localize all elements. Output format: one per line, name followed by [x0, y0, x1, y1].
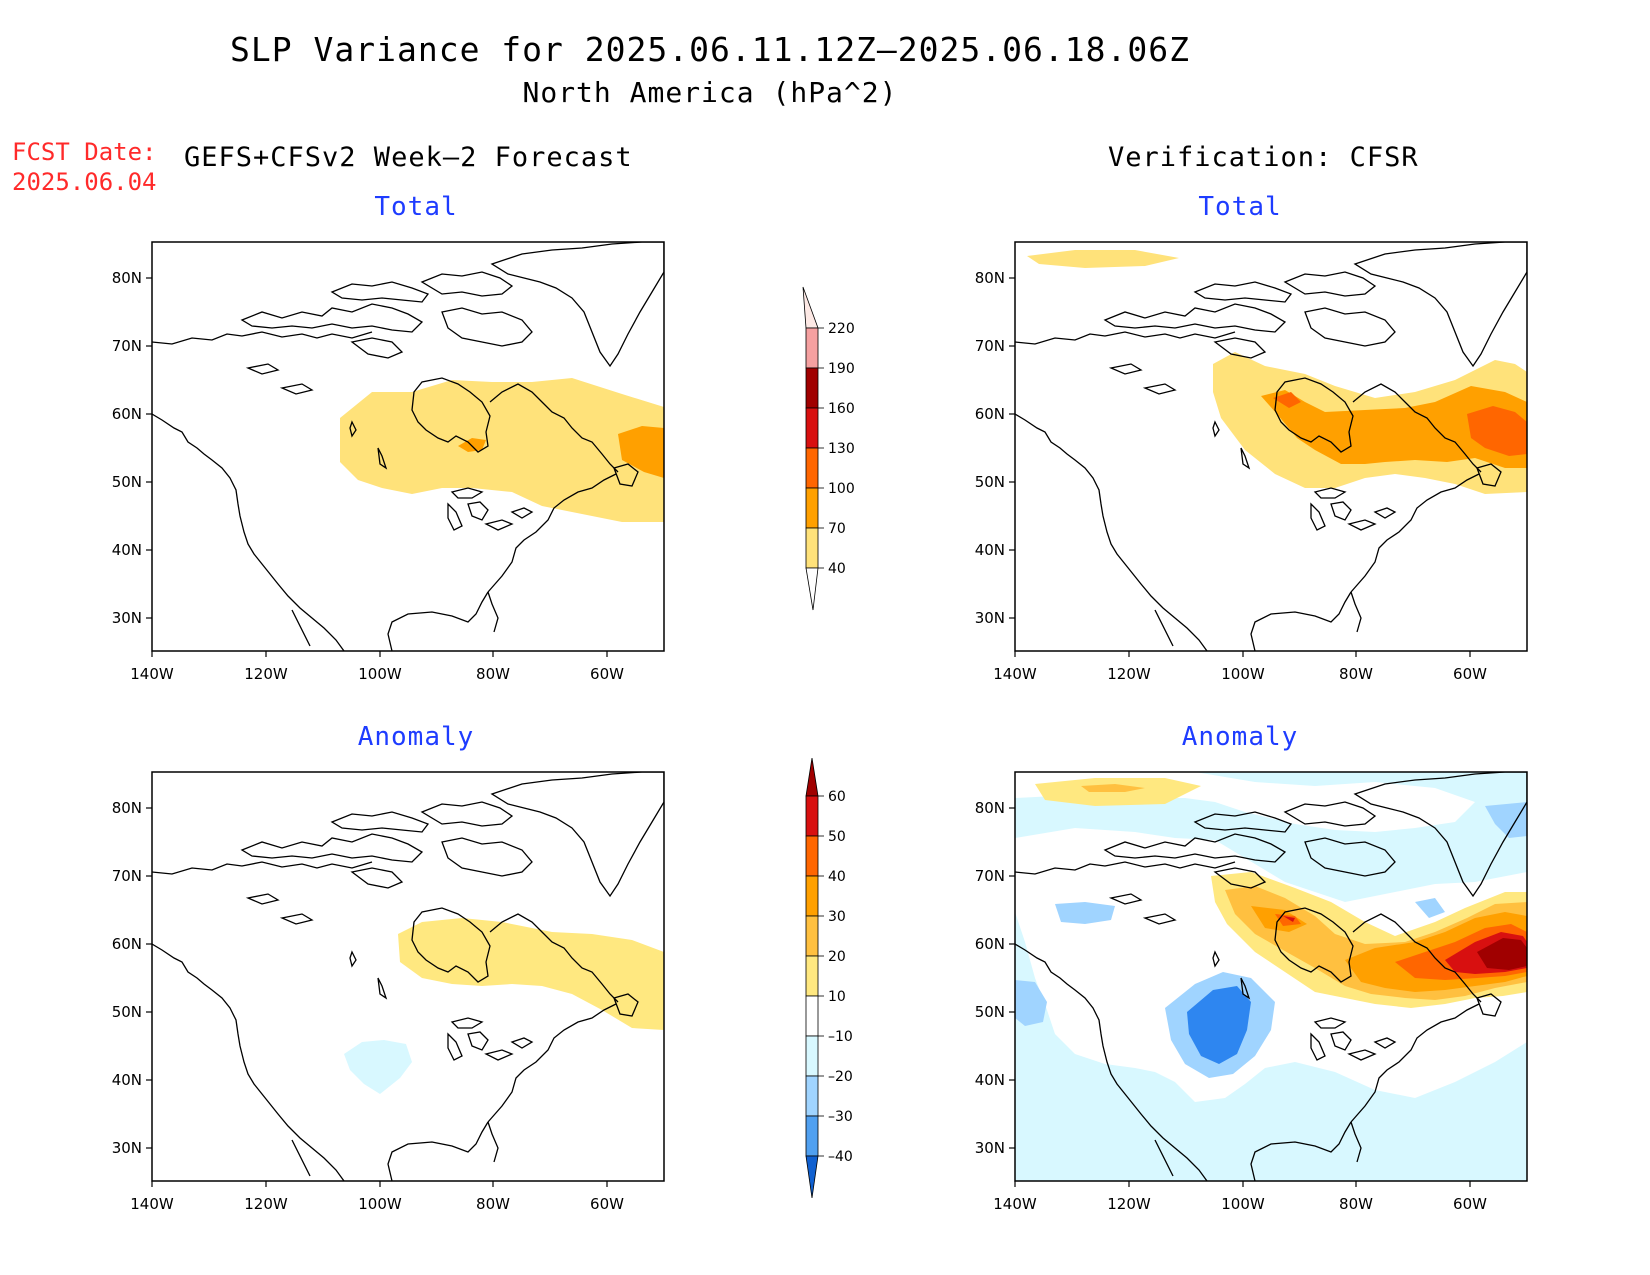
shade-70-100	[1261, 386, 1527, 468]
colorbar-label: 20	[828, 949, 846, 965]
lat-tick-label: 60N	[112, 405, 142, 423]
lon-tick-label: 120W	[244, 1195, 288, 1213]
colorbar-label: –20	[828, 1069, 853, 1085]
shade-100-130-hudson	[1273, 392, 1301, 408]
lon-tick-label: 120W	[1107, 665, 1151, 683]
shade-above-60	[1477, 938, 1527, 970]
lat-tick-label: 30N	[112, 1139, 142, 1157]
lat-tick-label: 60N	[975, 935, 1005, 953]
panel-title-verification-total: Total	[1198, 192, 1282, 222]
main-subtitle: North America (hPa^2)	[522, 76, 898, 109]
shade-neg30-neg40	[1187, 986, 1251, 1064]
colorbar-label: 40	[828, 561, 846, 577]
colorbar-label: 30	[828, 909, 846, 925]
shade-arctic-band	[1027, 250, 1179, 268]
colorbar-label: 130	[828, 441, 855, 457]
lon-tick-label: 140W	[993, 1195, 1037, 1213]
colorbar-anomaly-bottom-triangle	[805, 1155, 819, 1199]
lat-tick-label: 30N	[975, 1139, 1005, 1157]
colorbar-total: 220 190 160 130 100 70 40	[802, 286, 855, 611]
lat-tick-label: 50N	[112, 1003, 142, 1021]
lat-tick-label: 40N	[112, 1071, 142, 1089]
lat-tick-label: 40N	[975, 1071, 1005, 1089]
lat-tick-label: 30N	[112, 609, 142, 627]
lon-tick-label: 60W	[1453, 665, 1487, 683]
colorbar-label: –10	[828, 1029, 853, 1045]
lat-tick-label: 80N	[112, 799, 142, 817]
panel-title-forecast-total: Total	[374, 192, 458, 222]
fcst-date-value: 2025.06.04	[12, 168, 157, 196]
shade-10-20	[398, 918, 664, 1030]
lon-tick-label: 60W	[590, 1195, 624, 1213]
shade-50-60	[1283, 916, 1527, 974]
map-verification-anomaly	[1008, 771, 1528, 1188]
lon-tick-label: 60W	[1453, 1195, 1487, 1213]
axis-labels: 80N 70N 60N 50N 40N 30N 140W 120W 100W 80W 60W 80N 7…	[112, 269, 1487, 1213]
lat-tick-label: 50N	[975, 473, 1005, 491]
lon-tick-label: 140W	[130, 665, 174, 683]
map-verification-total	[1008, 241, 1528, 658]
lon-tick-label: 140W	[130, 1195, 174, 1213]
colorbar-label: –40	[828, 1149, 853, 1165]
colorbar-anomaly-top-triangle	[805, 757, 819, 797]
colorbar-anomaly: 60 50 40 30 20 10 –10 –20 –30 –40	[805, 757, 853, 1199]
lon-tick-label: 80W	[476, 1195, 510, 1213]
lat-tick-label: 80N	[112, 269, 142, 287]
lon-tick-label: 60W	[590, 665, 624, 683]
shade-neg10-neg20	[344, 1040, 412, 1094]
lat-tick-label: 60N	[112, 935, 142, 953]
lon-tick-label: 100W	[1221, 1195, 1265, 1213]
colorbar-label: 40	[828, 869, 846, 885]
colorbar-label: –30	[828, 1109, 853, 1125]
lat-tick-label: 30N	[975, 609, 1005, 627]
lat-tick-label: 40N	[975, 541, 1005, 559]
map-forecast-anomaly	[145, 771, 665, 1188]
main-title: SLP Variance for 2025.06.11.12Z–2025.06.…	[230, 30, 1190, 69]
lat-tick-label: 80N	[975, 799, 1005, 817]
colorbar-label: 70	[828, 521, 846, 537]
lat-tick-label: 50N	[975, 1003, 1005, 1021]
forecast-header: GEFS+CFSv2 Week–2 Forecast	[184, 142, 633, 173]
panel-title-forecast-anomaly: Anomaly	[357, 722, 475, 752]
lat-tick-label: 60N	[975, 405, 1005, 423]
lat-tick-label: 50N	[112, 473, 142, 491]
lat-tick-label: 40N	[112, 541, 142, 559]
shade-70-100-east	[618, 426, 664, 478]
colorbar-label: 220	[828, 321, 855, 337]
colorbar-total-bottom-triangle	[805, 567, 819, 611]
lon-tick-label: 80W	[476, 665, 510, 683]
lat-tick-label: 70N	[112, 337, 142, 355]
shade-40-70	[340, 378, 664, 522]
lat-tick-label: 80N	[975, 269, 1005, 287]
shade-70-100-hudson	[458, 438, 486, 452]
lat-tick-label: 70N	[975, 337, 1005, 355]
panel-title-verification-anomaly: Anomaly	[1181, 722, 1299, 752]
lon-tick-label: 120W	[1107, 1195, 1151, 1213]
lon-tick-label: 120W	[244, 665, 288, 683]
colorbar-label: 10	[828, 989, 846, 1005]
shade-100-130	[1467, 406, 1527, 456]
lat-tick-label: 70N	[112, 867, 142, 885]
colorbar-label: 100	[828, 481, 855, 497]
lon-tick-label: 100W	[358, 1195, 402, 1213]
lon-tick-label: 100W	[358, 665, 402, 683]
map-forecast-total	[145, 241, 665, 658]
colorbar-label: 190	[828, 361, 855, 377]
shade-20-30-arctic	[1081, 784, 1145, 792]
lat-tick-label: 70N	[975, 867, 1005, 885]
lon-tick-label: 140W	[993, 665, 1037, 683]
colorbar-total-labels: 220 190 160 130 100 70 40	[818, 321, 855, 577]
fcst-date-label: FCST Date:	[12, 138, 157, 166]
shade-white-central	[1015, 828, 1527, 1102]
colorbar-label: 160	[828, 401, 855, 417]
verification-header: Verification: CFSR	[1108, 142, 1419, 173]
lon-tick-label: 100W	[1221, 665, 1265, 683]
lon-tick-label: 80W	[1339, 1195, 1373, 1213]
colorbar-label: 60	[828, 789, 846, 805]
lon-tick-label: 80W	[1339, 665, 1373, 683]
colorbar-anomaly-labels: 60 50 40 30 20 10 –10 –20 –30 –40	[818, 789, 853, 1165]
colorbar-label: 50	[828, 829, 846, 845]
colorbar-total-top-triangle	[802, 286, 819, 329]
